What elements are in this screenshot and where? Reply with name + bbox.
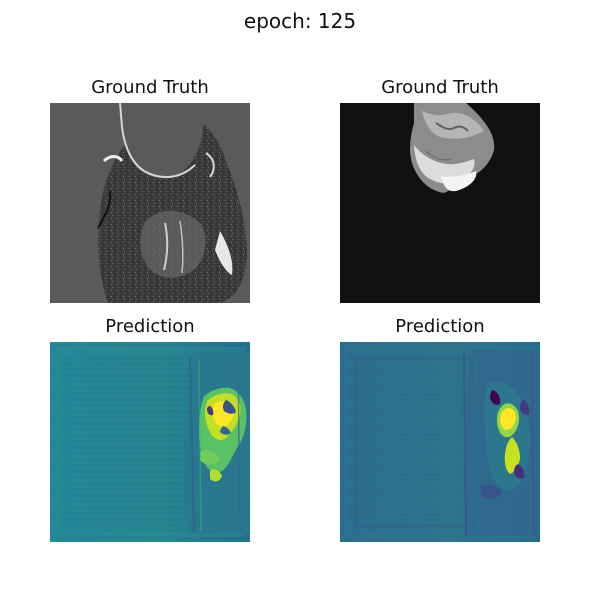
midbrain-area	[140, 210, 206, 278]
midline-structure	[163, 222, 169, 271]
ground-truth-segmented-region	[340, 103, 540, 303]
bright-edge-right	[215, 231, 233, 275]
prediction-viridis-heatmap-left	[50, 342, 250, 542]
prediction-heatmap-right	[340, 342, 540, 542]
ground-truth-image-right	[340, 103, 540, 303]
prediction-title-right: Prediction	[395, 316, 485, 337]
prediction-title-left: Prediction	[105, 316, 195, 337]
ground-truth-image-left	[50, 103, 250, 303]
ground-truth-mri-slice	[50, 103, 250, 303]
prediction-viridis-heatmap-right	[340, 342, 540, 542]
cyst-edge	[119, 103, 196, 178]
figure-title: epoch: 125	[243, 9, 357, 33]
cyst-region	[122, 103, 206, 179]
bright-lesion	[414, 145, 475, 184]
ground-truth-title-right: Ground Truth	[381, 77, 499, 98]
prediction-heatmap-left	[50, 342, 250, 542]
ground-truth-title-left: Ground Truth	[91, 77, 209, 98]
